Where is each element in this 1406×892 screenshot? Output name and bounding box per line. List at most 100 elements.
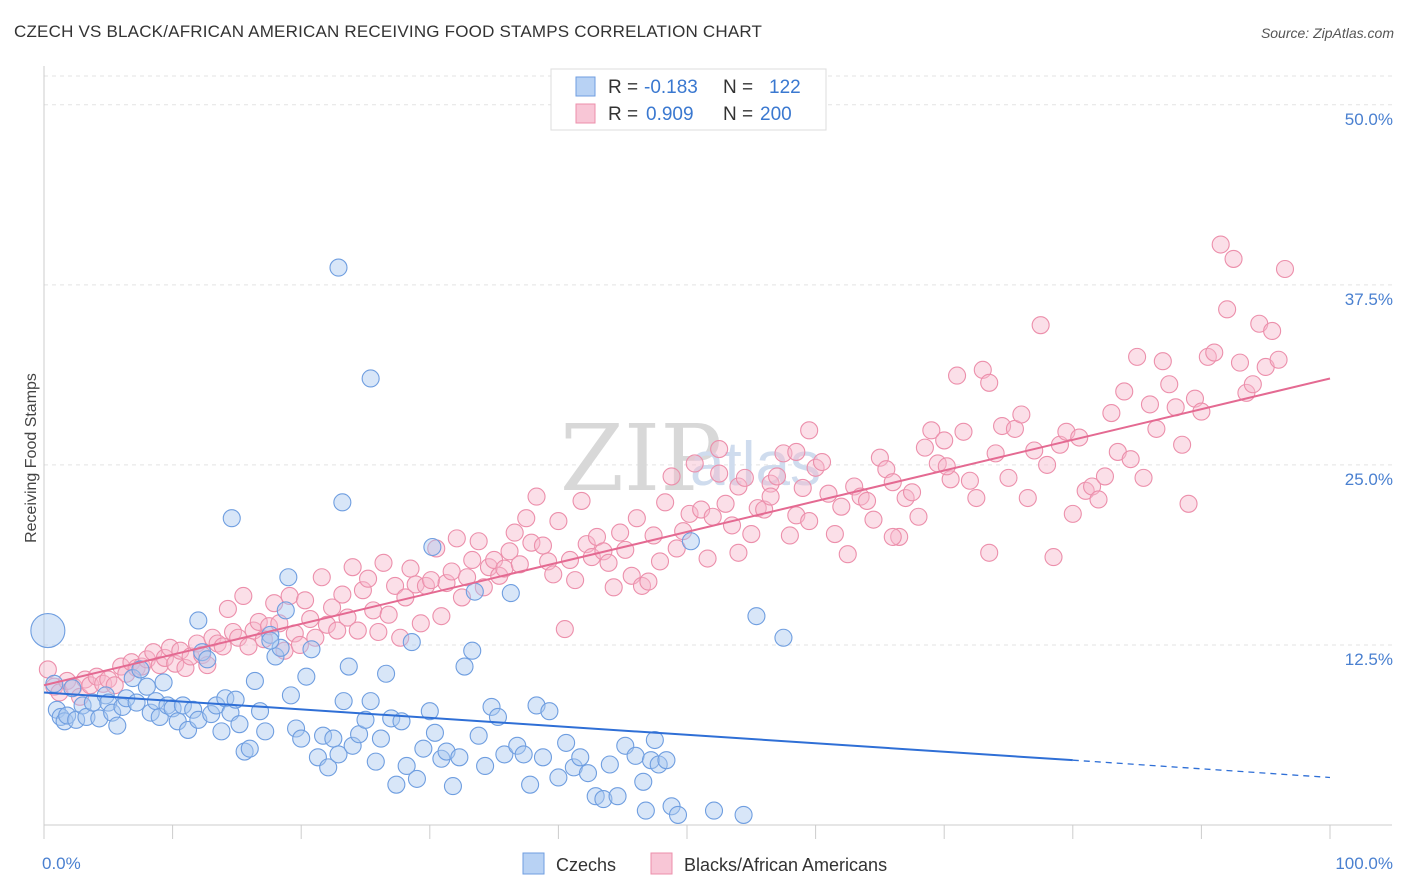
black-aa-point	[1140, 395, 1160, 414]
czech-point	[704, 801, 724, 820]
black-aa-point	[474, 578, 493, 597]
black-aa-point	[915, 438, 934, 457]
bottom-legend-blacks: Blacks/African Americans	[684, 855, 887, 875]
black-aa-point	[639, 572, 658, 591]
black-aa-point	[650, 552, 670, 571]
black-aa-point	[716, 494, 735, 513]
czech-point	[314, 726, 333, 745]
black-aa-point	[343, 558, 362, 577]
legend-swatch-czechs	[575, 76, 596, 97]
black-aa-point	[1211, 235, 1230, 254]
czech-point	[469, 726, 488, 745]
czech-point	[73, 696, 92, 715]
series-legend: Czechs Blacks/African Americans	[522, 852, 887, 875]
czech-point	[271, 638, 290, 657]
czech-point	[127, 693, 146, 712]
black-aa-point	[767, 467, 787, 486]
black-aa-point	[780, 526, 799, 545]
czech-point	[297, 667, 316, 686]
watermark: ZIP atlas	[560, 405, 821, 512]
black-aa-point	[463, 550, 482, 570]
black-aa-point	[249, 612, 268, 631]
czech-point	[465, 582, 484, 601]
black-aa-point	[469, 532, 488, 551]
black-aa-point	[627, 509, 646, 528]
czech-point	[334, 692, 353, 711]
black-aa-point	[1173, 435, 1192, 454]
czech-trend-extension	[1072, 759, 1331, 779]
czech-point	[387, 775, 406, 794]
czech-point	[261, 631, 280, 650]
axes	[43, 66, 1392, 839]
black-aa-point	[703, 507, 722, 526]
black-aa-point	[999, 468, 1018, 487]
legend-n-label-czechs: N =	[723, 77, 753, 98]
legend-n-label-blacks: N =	[723, 104, 753, 125]
black-aa-point	[667, 539, 686, 558]
czech-point	[108, 716, 127, 735]
trend-lines	[43, 377, 1331, 779]
black-aa-point	[1102, 403, 1121, 423]
black-aa-point	[239, 637, 258, 656]
black-aa-point	[832, 497, 851, 516]
black-aa-point	[890, 527, 909, 546]
black-aa-point	[710, 440, 729, 459]
czech-point	[343, 736, 362, 755]
black-aa-point	[401, 559, 420, 578]
black-aa-point	[611, 523, 630, 542]
czech-point	[463, 641, 482, 660]
black-aa-point	[411, 614, 430, 633]
black-aa-point	[422, 571, 441, 590]
black-aa-point	[656, 493, 675, 512]
czech-point	[514, 745, 533, 764]
black-aa-point	[265, 594, 284, 613]
czech-point	[250, 702, 270, 721]
y-tick-label-0: 12.5%	[1345, 650, 1393, 669]
black-aa-point	[825, 524, 844, 544]
black-aa-point	[922, 421, 941, 440]
czech-point	[58, 706, 77, 725]
czech-point	[450, 748, 469, 767]
czech-point	[482, 697, 501, 716]
black-aa-point	[359, 569, 378, 588]
czech-point	[549, 768, 568, 787]
black-aa-point	[1218, 300, 1237, 319]
black-aa-point	[234, 586, 253, 606]
tick-labels: 12.5% 25.0% 37.5% 50.0% 0.0% 100.0%	[42, 110, 1393, 873]
czech-point	[557, 733, 576, 752]
black-aa-point	[616, 540, 635, 559]
czech-point	[207, 696, 226, 715]
black-aa-point	[793, 478, 812, 498]
czech-point	[495, 745, 514, 764]
czech-point	[333, 493, 352, 512]
black-aa-point	[296, 591, 315, 610]
x-tick-label-1: 100.0%	[1335, 854, 1393, 873]
black-aa-point	[761, 487, 780, 506]
black-aa-point	[555, 620, 574, 639]
czech-point	[578, 764, 598, 783]
black-aa-point	[290, 635, 309, 655]
czech-point	[141, 703, 160, 722]
black-aa-point	[533, 536, 553, 555]
series-czechs-points	[30, 258, 793, 824]
czech-point	[154, 673, 173, 692]
black-aa-point	[1224, 249, 1243, 268]
black-aa-point	[374, 553, 393, 572]
black-aa-point	[348, 621, 367, 640]
black-aa-point	[1089, 490, 1108, 509]
correlation-legend: R = -0.183 N = 122 R = 0.909 N = 200	[550, 68, 827, 131]
black-aa-point	[353, 581, 372, 600]
black-aa-point	[544, 565, 563, 584]
czech-point	[407, 769, 426, 788]
czech-point	[222, 509, 241, 528]
black-aa-point	[1115, 382, 1134, 401]
czech-point	[657, 751, 676, 770]
black-aa-point	[1263, 321, 1282, 340]
czech-point	[131, 660, 150, 679]
czech-point	[324, 729, 343, 748]
black-aa-point	[838, 545, 857, 564]
black-aa-point	[800, 421, 819, 440]
black-aa-point	[902, 483, 922, 502]
czech-point	[202, 705, 221, 724]
